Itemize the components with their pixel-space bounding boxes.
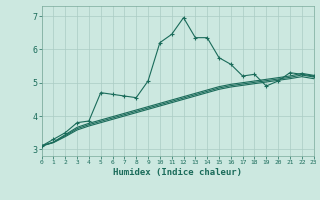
X-axis label: Humidex (Indice chaleur): Humidex (Indice chaleur): [113, 168, 242, 177]
